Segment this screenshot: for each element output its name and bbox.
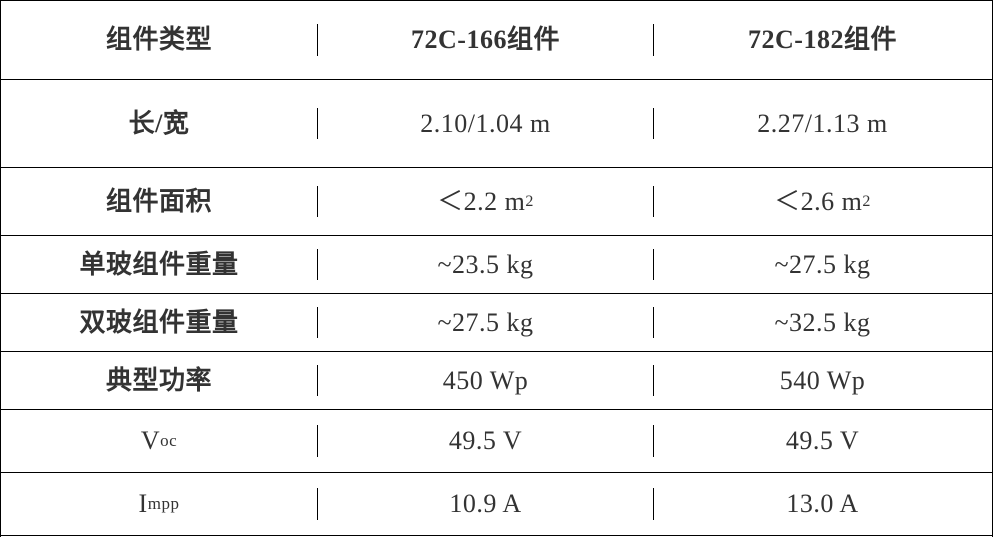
cell-value: ~23.5 kg xyxy=(318,249,654,280)
table-row: 组件面积 ＜2.2 m2 ＜2.6 m2 xyxy=(1,168,992,236)
cell-value: ＜2.6 m2 xyxy=(654,186,991,217)
spec-table: 组件类型 72C-166组件 72C-182组件 长/宽 2.10/1.04 m… xyxy=(0,0,993,537)
cell-value: 49.5 V xyxy=(654,425,991,456)
cell-label: Impp xyxy=(1,488,318,519)
cell-value: 2.27/1.13 m xyxy=(654,108,991,139)
cell-value: 450 Wp xyxy=(318,365,654,396)
cell-value: ~27.5 kg xyxy=(318,307,654,338)
cell-value: ~32.5 kg xyxy=(654,307,991,338)
cell-label: 组件类型 xyxy=(1,24,318,55)
cell-value: 2.10/1.04 m xyxy=(318,108,654,139)
cell-value: 540 Wp xyxy=(654,365,991,396)
cell-value: 10.9 A xyxy=(318,488,654,519)
table-row: Impp 10.9 A 13.0 A xyxy=(1,473,992,536)
cell-label: Voc xyxy=(1,425,318,456)
cell-label: 双玻组件重量 xyxy=(1,307,318,338)
cell-value: 49.5 V xyxy=(318,425,654,456)
table-row: 长/宽 2.10/1.04 m 2.27/1.13 m xyxy=(1,80,992,168)
cell-label: 单玻组件重量 xyxy=(1,249,318,280)
cell-label: 长/宽 xyxy=(1,108,318,139)
table-row: Voc 49.5 V 49.5 V xyxy=(1,410,992,473)
cell-label: 典型功率 xyxy=(1,365,318,396)
table-row: 双玻组件重量 ~27.5 kg ~32.5 kg xyxy=(1,294,992,352)
cell-value: 13.0 A xyxy=(654,488,991,519)
cell-value: 72C-166组件 xyxy=(318,24,654,55)
cell-value: ~27.5 kg xyxy=(654,249,991,280)
cell-value: 72C-182组件 xyxy=(654,24,991,55)
table-row: 单玻组件重量 ~23.5 kg ~27.5 kg xyxy=(1,236,992,294)
table-row: 组件类型 72C-166组件 72C-182组件 xyxy=(1,1,992,80)
table-row: 典型功率 450 Wp 540 Wp xyxy=(1,352,992,410)
cell-label: 组件面积 xyxy=(1,186,318,217)
cell-value: ＜2.2 m2 xyxy=(318,186,654,217)
